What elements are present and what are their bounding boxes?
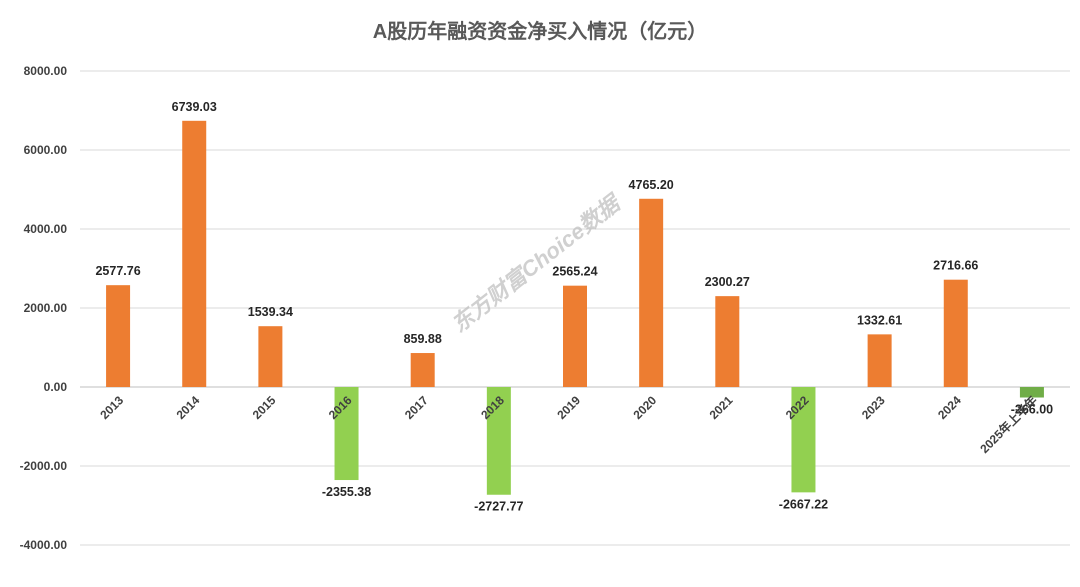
y-tick-label: -2000.00	[20, 459, 68, 473]
data-label: 2565.24	[552, 265, 597, 279]
data-label: 1539.34	[248, 305, 293, 319]
data-label: 6739.03	[172, 100, 217, 114]
y-tick-label: 0.00	[44, 380, 68, 394]
x-tick-label: 2024	[935, 393, 964, 422]
bar	[563, 285, 587, 387]
y-tick-label: 6000.00	[24, 143, 68, 157]
watermark-text: 东方财富Choice数据	[447, 189, 627, 338]
x-axis-ticks: 2013 2014 2015 2016 2017 2018 2019 2020 2021 2022…	[97, 393, 1040, 456]
data-labels: 2577.76 6739.03 1539.34 -2355.38 859.88 -2727…	[95, 100, 1053, 514]
x-tick-label: 2023	[859, 393, 888, 422]
data-label: 4765.20	[629, 178, 674, 192]
bar	[258, 326, 283, 387]
data-label: 1332.61	[857, 313, 902, 327]
data-label: 859.88	[404, 332, 442, 346]
x-tick-label: 2020	[630, 393, 659, 422]
chart-title: A股历年融资资金净买入情况（亿元）	[373, 19, 707, 43]
x-tick-label: 2025年上半年	[977, 393, 1040, 456]
bar	[182, 120, 207, 387]
bar	[106, 285, 131, 387]
y-tick-label: 4000.00	[24, 222, 68, 236]
x-tick-label: 2015	[250, 393, 279, 422]
x-tick-label: 2014	[174, 393, 203, 422]
bar	[867, 334, 892, 387]
y-axis-ticks: 8000.00 6000.00 4000.00 2000.00 0.00 -2000.00…	[20, 64, 68, 552]
bar	[334, 387, 359, 481]
data-label: -2667.22	[779, 497, 828, 511]
bar	[639, 198, 664, 387]
y-tick-label: 2000.00	[24, 301, 68, 315]
bar	[715, 296, 740, 387]
x-tick-label: 2017	[402, 393, 431, 422]
data-label: -2355.38	[322, 485, 371, 499]
data-label: -2727.77	[474, 500, 523, 514]
data-label: 2716.66	[933, 259, 978, 273]
x-tick-label: 2019	[554, 393, 583, 422]
y-tick-label: 8000.00	[24, 64, 68, 78]
data-label: 2577.76	[95, 264, 140, 278]
y-tick-label: -4000.00	[20, 538, 68, 552]
bars	[106, 120, 1044, 495]
bar	[486, 387, 511, 495]
bar	[410, 353, 435, 387]
bar	[943, 279, 968, 387]
bar	[1019, 387, 1044, 398]
x-tick-label: 2013	[97, 393, 126, 422]
x-tick-label: 2021	[707, 393, 736, 422]
bar	[791, 387, 816, 493]
data-label: -266.00	[1011, 403, 1053, 417]
data-label: 2300.27	[705, 275, 750, 289]
